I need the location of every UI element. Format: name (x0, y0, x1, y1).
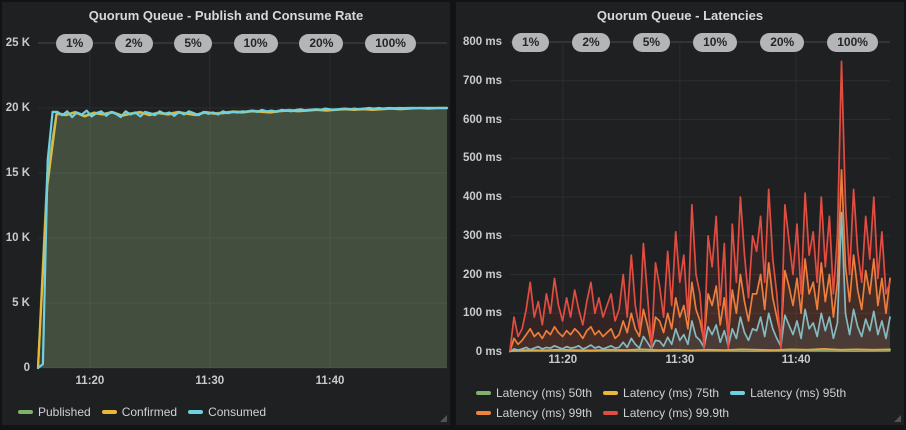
percent-badge: 5% (632, 32, 671, 52)
legend: Latency (ms) 50th Latency (ms) 75th Latenc… (476, 383, 846, 423)
legend-label: Latency (ms) 99th (496, 406, 593, 420)
y-tick-label: 800 ms (462, 36, 502, 48)
y-tick-label: 0 ms (475, 346, 502, 358)
legend-label: Latency (ms) 99.9th (623, 406, 730, 420)
percent-badges-row: 1% 2% 5% 10% 20% 100% (512, 32, 878, 52)
legend-item[interactable]: Published (18, 405, 91, 419)
y-tick-label: 10 K (5, 232, 30, 244)
latency-chart[interactable] (509, 41, 891, 353)
percent-badge: 20% (760, 32, 805, 52)
legend-label: Latency (ms) 95th (750, 386, 847, 400)
legend-swatch-icon (476, 410, 491, 416)
percent-badge: 2% (115, 33, 153, 53)
legend-item[interactable]: Consumed (188, 405, 266, 419)
y-tick-label: 500 ms (462, 152, 502, 165)
legend-item[interactable]: Confirmed (101, 405, 178, 419)
legend-item[interactable]: Latency (ms) 75th (603, 386, 719, 400)
legend-item[interactable]: Latency (ms) 99.9th (603, 406, 729, 420)
percent-badge: 10% (693, 32, 738, 52)
legend-swatch-icon (730, 390, 746, 396)
y-tick-label: 5 K (12, 297, 30, 309)
legend-label: Published (38, 405, 91, 419)
y-axis: 800 ms 700 ms 600 ms 500 ms 400 ms 300 ms 200 … (456, 36, 504, 358)
legend-label: Consumed (208, 405, 267, 419)
percent-badge: 2% (572, 32, 610, 52)
percent-badge: 1% (56, 33, 94, 53)
legend-label: Confirmed (121, 405, 178, 419)
y-tick-label: 15 K (5, 167, 30, 179)
y-tick-label: 0 (23, 362, 30, 374)
y-tick-label: 700 ms (462, 74, 502, 87)
x-axis: 11:20 11:30 11:40 (510, 354, 890, 370)
y-tick-label: 200 ms (462, 268, 502, 281)
percent-badge: 100% (365, 33, 416, 53)
panel-resize-handle[interactable] (894, 415, 901, 422)
legend-swatch-icon (603, 390, 619, 396)
panel-resize-handle[interactable] (440, 415, 447, 422)
legend-item[interactable]: Latency (ms) 95th (730, 386, 846, 400)
legend-row: Latency (ms) 99th Latency (ms) 99.9th (476, 403, 846, 423)
x-tick-label: 11:30 (195, 375, 225, 387)
x-tick-label: 11:20 (75, 375, 105, 387)
x-tick-label: 11:30 (665, 354, 695, 366)
legend-swatch-icon (603, 410, 619, 416)
legend-row: Published Confirmed Consumed (18, 402, 266, 422)
y-tick-label: 600 ms (462, 113, 502, 126)
panel-latencies: Quorum Queue - Latencies 800 ms 700 ms 600… (456, 2, 904, 425)
x-axis: 11:20 11:30 11:40 (38, 375, 447, 391)
percent-badge: 100% (827, 32, 878, 52)
y-tick-label: 300 ms (462, 229, 502, 242)
legend-item[interactable]: Latency (ms) 50th (476, 386, 592, 400)
y-axis: 25 K 20 K 15 K 10 K 5 K 0 (2, 37, 32, 374)
x-tick-label: 11:40 (781, 354, 811, 366)
legend: Published Confirmed Consumed (18, 402, 266, 422)
x-tick-label: 11:40 (315, 375, 345, 387)
percent-badge: 20% (299, 33, 344, 53)
legend-label: Latency (ms) 75th (623, 386, 720, 400)
y-tick-label: 100 ms (462, 307, 502, 320)
panel-title[interactable]: Quorum Queue - Publish and Consume Rate (88, 8, 364, 23)
percent-badges-row: 1% 2% 5% 10% 20% 100% (56, 33, 416, 53)
x-tick-label: 11:20 (548, 354, 578, 366)
legend-label: Latency (ms) 50th (496, 386, 593, 400)
percent-badge: 5% (174, 33, 212, 53)
percent-badge: 10% (233, 33, 278, 53)
rate-chart[interactable] (36, 42, 449, 370)
panel-title[interactable]: Quorum Queue - Latencies (596, 8, 764, 23)
legend-row: Latency (ms) 50th Latency (ms) 75th Latenc… (476, 383, 846, 403)
legend-swatch-icon (476, 390, 491, 396)
legend-swatch-icon (188, 409, 204, 415)
y-tick-label: 25 K (5, 37, 30, 49)
legend-swatch-icon (101, 409, 117, 415)
percent-badge: 1% (512, 32, 550, 52)
panel-publish-consume-rate: Quorum Queue - Publish and Consume Rate … (2, 2, 450, 425)
legend-item[interactable]: Latency (ms) 99th (476, 406, 592, 420)
y-tick-label: 20 K (5, 102, 30, 114)
y-tick-label: 400 ms (462, 191, 502, 203)
legend-swatch-icon (18, 409, 33, 415)
